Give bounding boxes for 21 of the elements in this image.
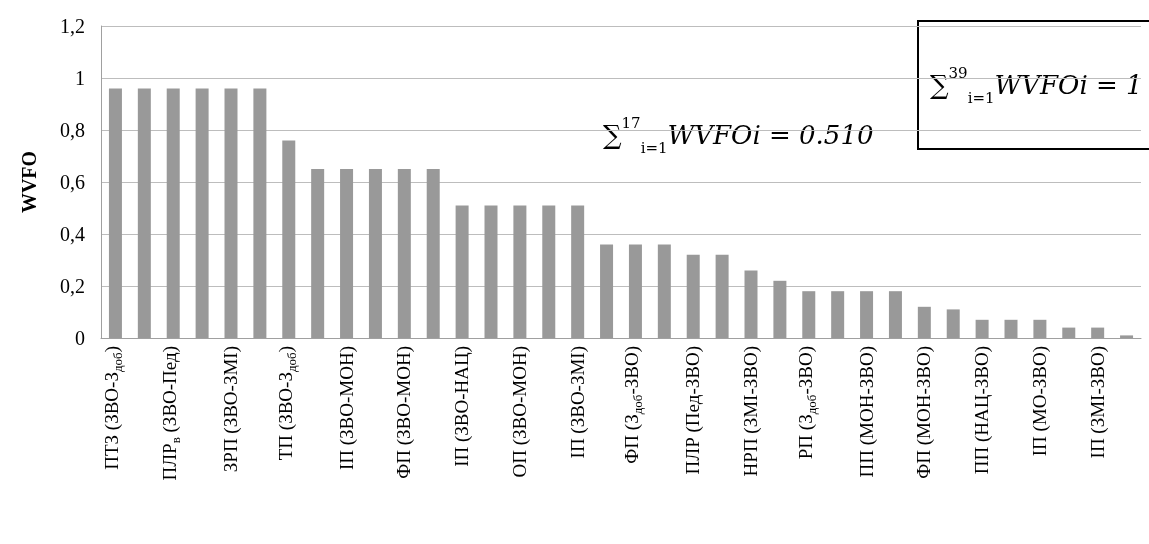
x-tick-label: ІП (МО-ЗВО) <box>1028 346 1050 457</box>
y-tick-label: 0,6 <box>60 171 85 193</box>
y-tick-label: 0,8 <box>60 119 85 141</box>
y-tick-label: 0 <box>75 327 85 349</box>
x-tick-label: ІП (ЗВО-МОН) <box>335 346 357 471</box>
y-tick-label: 1 <box>75 67 85 89</box>
x-tick-label: ІП (ЗВО-НАЦ) <box>451 346 473 467</box>
x-tick-label: ПЛР (Пед-ЗВО) <box>682 346 704 475</box>
x-tick-label: ФП (МОН-ЗВО) <box>913 346 935 479</box>
x-tick-label: ІП (ЗМІ-ЗВО) <box>1086 346 1108 459</box>
y-axis-title: WVFO <box>18 150 40 214</box>
x-tick-label: ФП (ЗВО-МОН) <box>393 346 415 479</box>
x-tick-label: ІП (ЗВО-ЗМІ) <box>566 346 588 459</box>
x-tick-label: ОП (ЗВО-МОН) <box>508 346 530 478</box>
x-tick-label: ПП (НАЦ-ЗВО) <box>971 346 993 475</box>
y-tick-label: 1,2 <box>60 15 85 37</box>
y-tick-label: 0,2 <box>60 275 85 297</box>
y-tick-label: 0,4 <box>60 223 85 245</box>
x-tick-label: ПП (МОН-ЗВО) <box>855 346 877 478</box>
x-tick-label: ЗРП (ЗВО-ЗМІ) <box>220 346 241 473</box>
x-tick-label: НРП (ЗМІ-ЗВО) <box>740 346 761 477</box>
